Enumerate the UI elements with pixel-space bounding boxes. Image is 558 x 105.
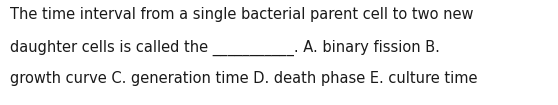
Text: The time interval from a single bacterial parent cell to two new: The time interval from a single bacteria… [10,7,474,22]
Text: daughter cells is called the ___________. A. binary fission B.: daughter cells is called the ___________… [10,39,440,56]
Text: growth curve C. generation time D. death phase E. culture time: growth curve C. generation time D. death… [10,71,478,86]
